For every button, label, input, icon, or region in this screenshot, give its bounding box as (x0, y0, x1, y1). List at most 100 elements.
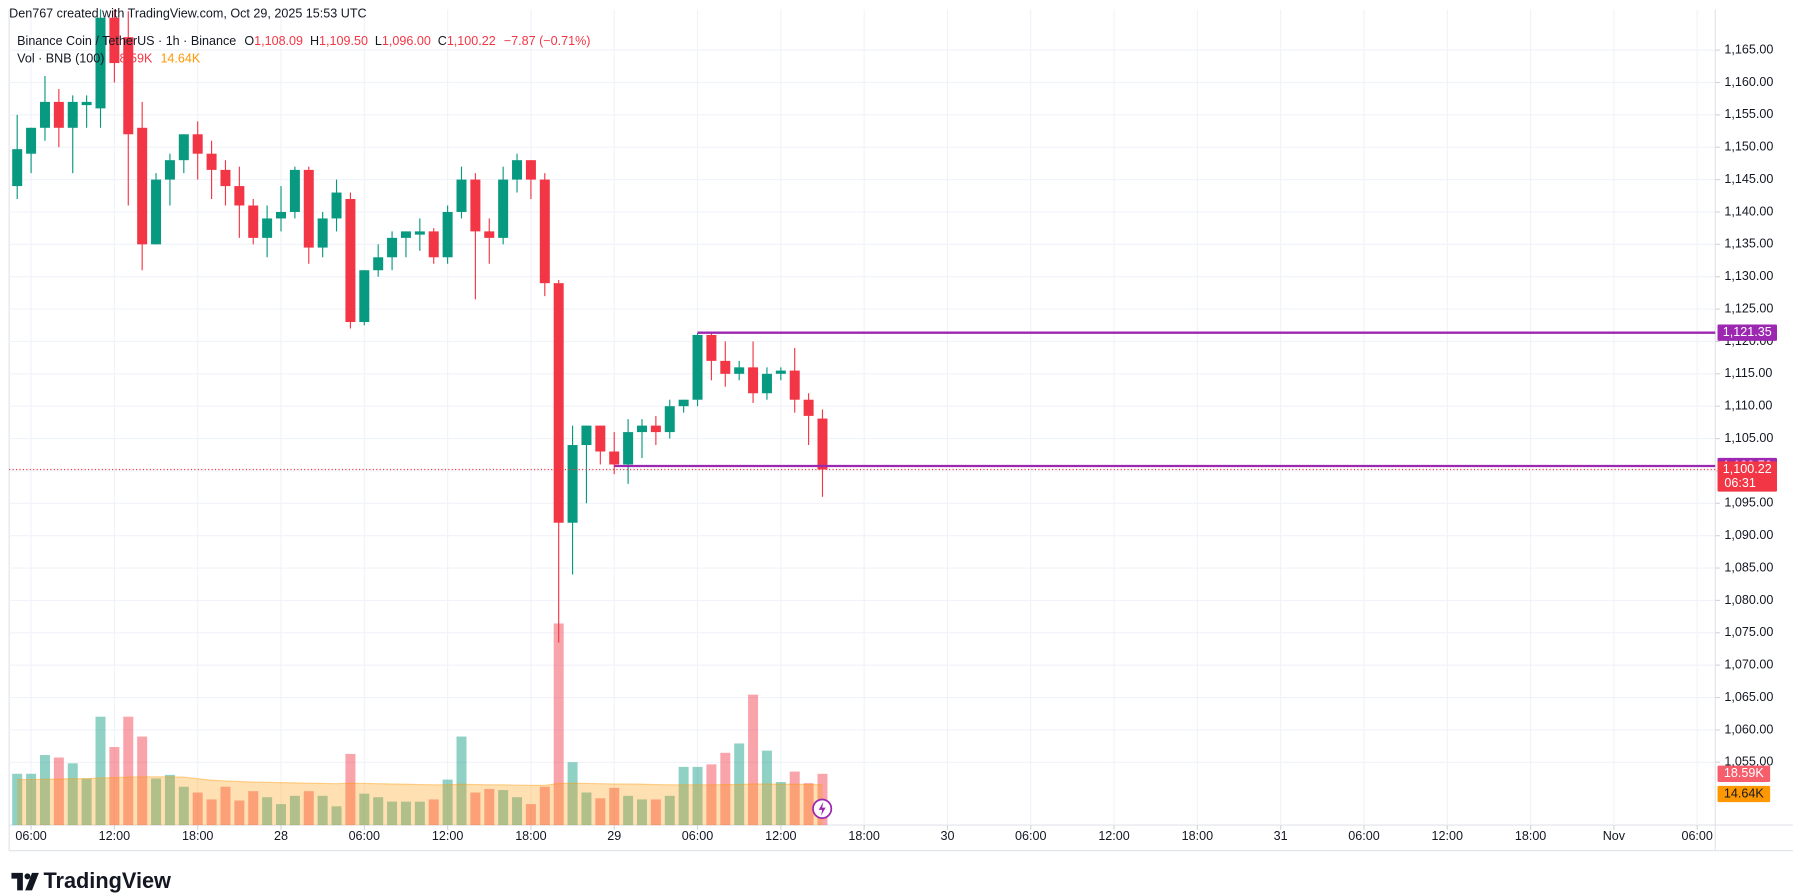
candle-body (664, 406, 675, 433)
y-tick-label: 1,140.00 (1724, 204, 1773, 218)
candle-body (636, 425, 647, 433)
y-tick-label: 1,070.00 (1724, 657, 1773, 671)
volume-bar (748, 694, 759, 826)
volume-bar (164, 774, 175, 826)
volume-bar (414, 801, 425, 826)
volume-bar (151, 778, 162, 826)
candle-body (692, 334, 703, 400)
x-tick-label: 18:00 (182, 829, 213, 843)
candle-body (178, 134, 189, 161)
candle-body (761, 373, 772, 394)
x-tick-label: 12:00 (99, 829, 130, 843)
candles (12, 9, 828, 643)
legend: Binance Coin / TetherUS · 1h · Binance O… (17, 34, 590, 48)
volume-bar (636, 799, 647, 826)
volume-ma-value: 14.64K (160, 52, 200, 66)
y-tick-label: 1,055.00 (1724, 755, 1773, 769)
x-tick-label: 29 (607, 829, 621, 843)
volume-bar (678, 766, 689, 826)
candle-body (720, 360, 731, 374)
candle-body (623, 432, 634, 465)
y-tick-label: 1,145.00 (1724, 172, 1773, 186)
y-tick-label: 1,105.00 (1724, 431, 1773, 445)
y-tick-label: 1,160.00 (1724, 75, 1773, 89)
h-key: H (310, 34, 319, 48)
candle-body (581, 425, 592, 446)
price-label-box (1717, 324, 1777, 341)
candle-body (706, 334, 717, 361)
x-tick-label: 30 (940, 829, 954, 843)
volume-bar (539, 786, 550, 826)
volume-bar (234, 800, 245, 826)
change: −7.87 (−0.71%) (504, 34, 591, 48)
candle-body (303, 169, 314, 248)
volume-bar (12, 773, 23, 826)
x-tick-label: 18:00 (1182, 829, 1213, 843)
logo-mark (25, 872, 39, 891)
candle-body (95, 17, 106, 109)
candle-body (678, 399, 689, 407)
candle-body (456, 179, 467, 212)
volume-bar (262, 797, 273, 826)
candle-body (359, 270, 370, 323)
y-tick-label: 1,090.00 (1724, 528, 1773, 542)
logo-dot (24, 873, 31, 880)
candle-body (276, 211, 286, 219)
volume-bar (664, 795, 675, 826)
volume-bar (276, 804, 286, 826)
x-tick-label: 06:00 (349, 829, 380, 843)
candle-body (151, 179, 162, 245)
volume-bar (706, 764, 717, 826)
candle-body (39, 101, 50, 128)
x-tick-label: 06:00 (1681, 829, 1712, 843)
volume-title: Vol · BNB (100) (17, 52, 104, 66)
x-tick-label: 06:00 (682, 829, 713, 843)
candle-body (67, 101, 78, 128)
last-price-box (1717, 461, 1777, 492)
candle-body (164, 160, 175, 180)
candle-body (192, 134, 203, 154)
volume-bar (692, 766, 703, 826)
candle-body (817, 418, 828, 470)
volume-bar (803, 783, 814, 826)
x-tick-label: 31 (1274, 829, 1288, 843)
open-value: 1,108.09 (254, 34, 303, 48)
y-tick-label: 1,155.00 (1724, 107, 1773, 121)
y-tick-label: 1,150.00 (1724, 140, 1773, 154)
candle-body (400, 231, 411, 238)
volume-bar (761, 750, 772, 826)
volume-bar (525, 804, 536, 826)
volume-bar (775, 782, 786, 826)
volume-bar (623, 795, 634, 826)
y-tick-label: 1,075.00 (1724, 625, 1773, 639)
volume-bar (331, 806, 342, 826)
volume-bar (387, 801, 398, 826)
volume-bar (53, 757, 64, 826)
x-tick-label: Nov (1603, 829, 1626, 843)
volume-bar (95, 716, 106, 826)
volume-bar (470, 792, 481, 826)
x-tick-label: 06:00 (1015, 829, 1046, 843)
grid: 1,165.00 1,160.00 1,155.00 1,150.00 1,145.00… (9, 9, 1773, 843)
candle-body (470, 179, 481, 232)
candle-body (289, 169, 300, 212)
volume-bar (192, 792, 203, 826)
volume-bar (303, 791, 314, 826)
candle-body (428, 231, 439, 258)
volume-bar (609, 787, 620, 826)
volume-bar (123, 716, 134, 826)
l-key: L (375, 34, 382, 48)
volume-bar (484, 788, 495, 826)
candle-body (442, 211, 453, 258)
volume-bar (26, 773, 37, 826)
candle-body (567, 445, 578, 523)
x-tick-label: 28 (274, 829, 288, 843)
candle-body (734, 367, 745, 374)
volume-label: 18.59K (1724, 766, 1764, 780)
volume-bar (39, 755, 50, 826)
candle-body (775, 370, 786, 374)
candle-body (206, 153, 217, 170)
volume-ma-area (17, 776, 823, 826)
volume-bar (178, 786, 189, 826)
